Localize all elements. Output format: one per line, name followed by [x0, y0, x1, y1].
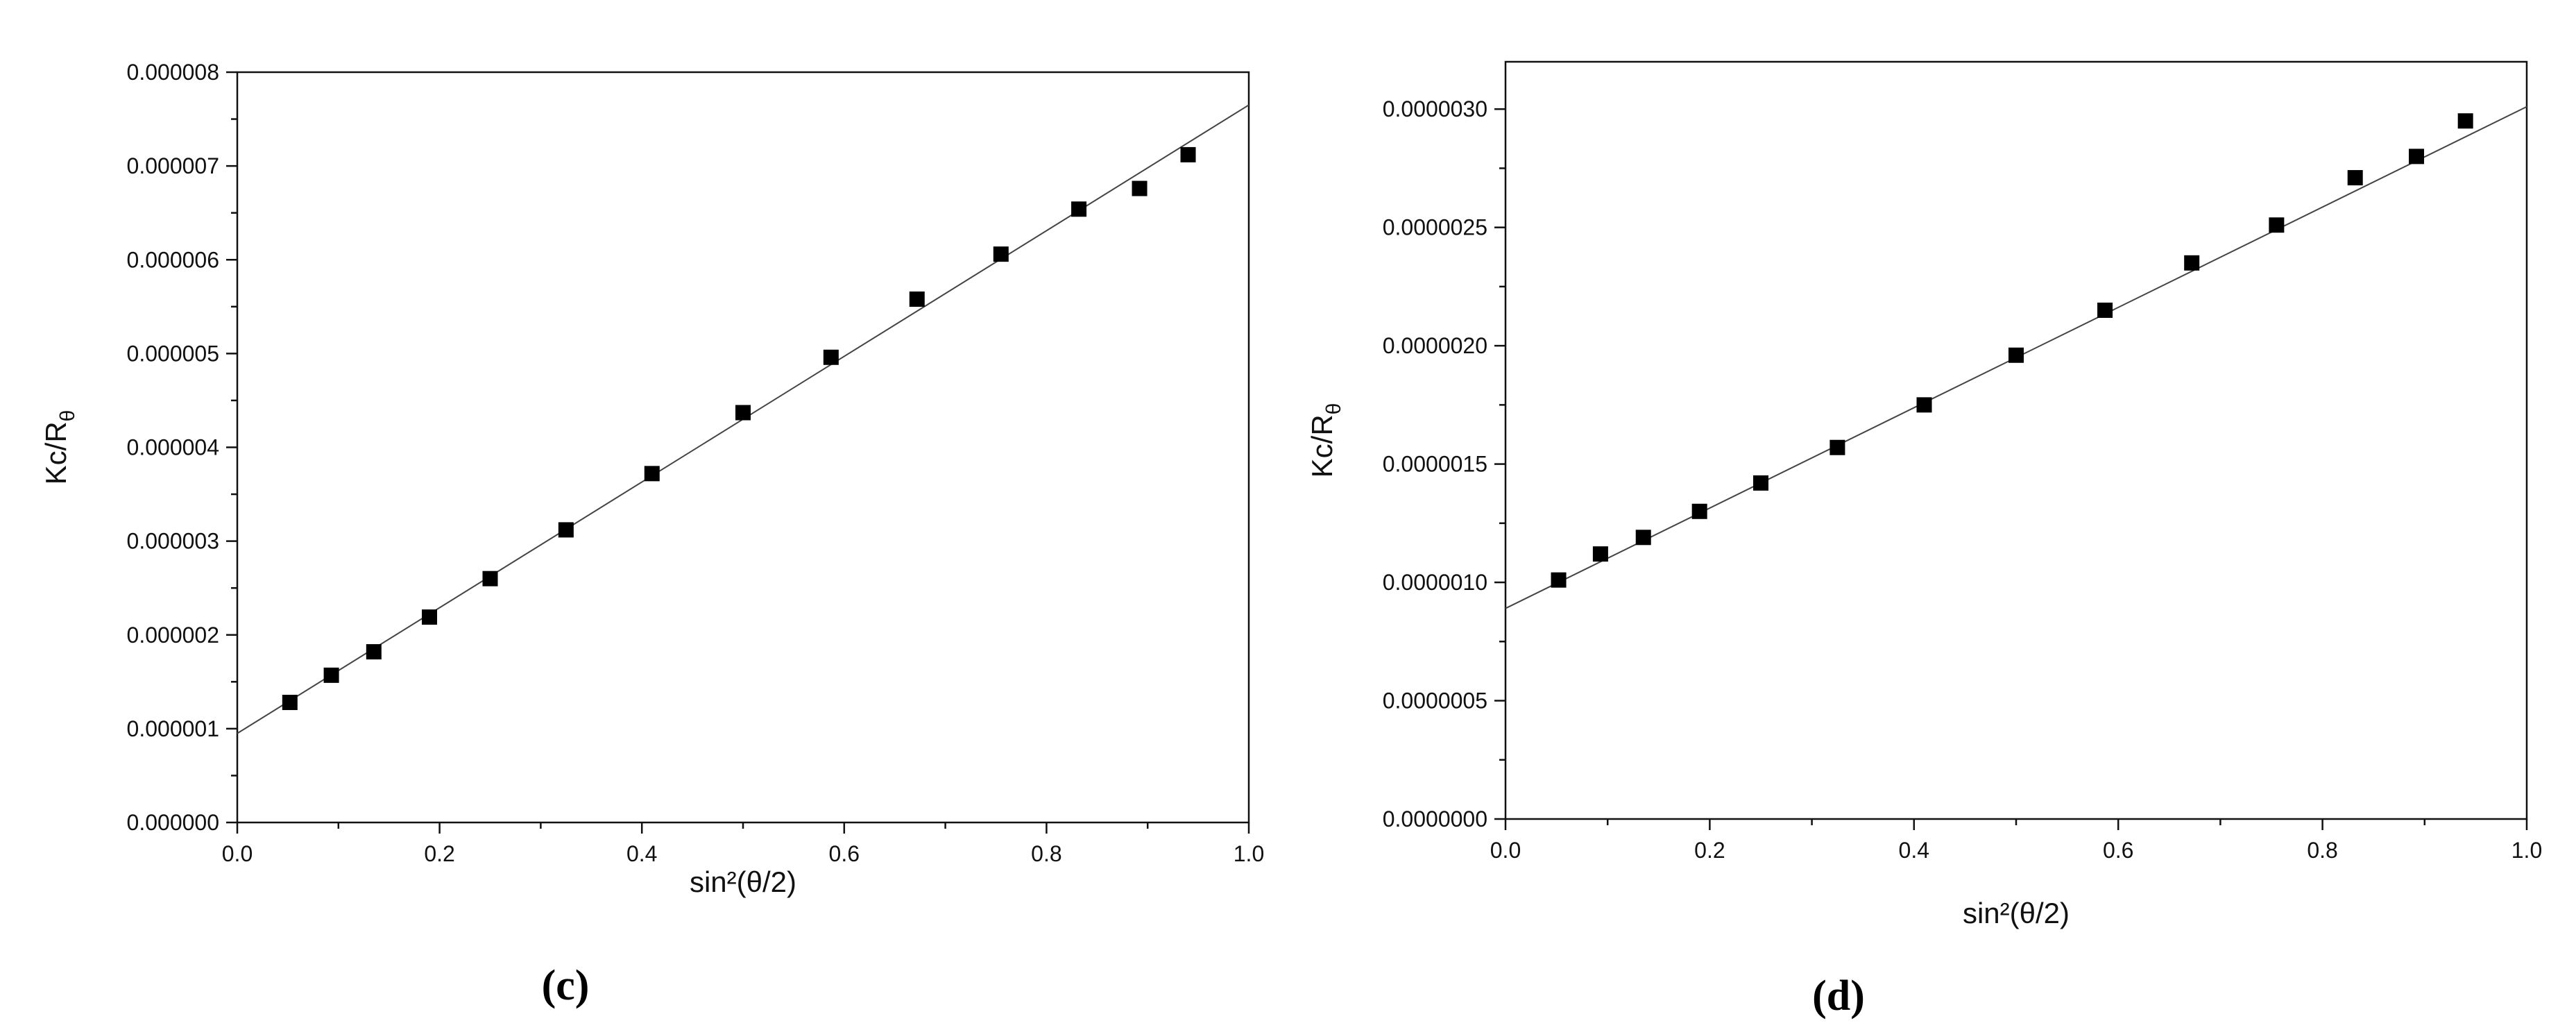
- data-point: [993, 246, 1009, 262]
- y-tick-label: 0.0000000: [1383, 807, 1487, 831]
- plot-frame: [1504, 60, 2528, 820]
- data-point: [558, 522, 574, 538]
- x-tick-label: 0.8: [2307, 838, 2337, 863]
- x-tick-label: 1.0: [1234, 841, 1264, 866]
- x-axis-title: sin²(θ/2): [690, 866, 796, 898]
- x-tick-label: 0.0: [1490, 838, 1521, 863]
- data-point: [2008, 347, 2024, 363]
- x-tick-label: 0.6: [2103, 838, 2133, 863]
- y-tick-label: 0.000001: [127, 716, 219, 741]
- plot-frame: [236, 71, 1250, 824]
- data-point: [323, 667, 339, 683]
- y-tick-label: 0.000008: [127, 60, 219, 85]
- x-tick-label: 0.2: [424, 841, 454, 866]
- x-tick-label: 0.4: [626, 841, 657, 866]
- data-point: [2269, 217, 2285, 233]
- data-point: [366, 644, 382, 660]
- x-tick-label: 1.0: [2511, 838, 2542, 863]
- chart-panel-0: 0.0 0.2 0.4 0.6 0.8 1.0 0.000000 0.000001 0.0000…: [40, 60, 1264, 1009]
- y-tick-label: 0.000003: [127, 529, 219, 554]
- x-tick-label: 0.2: [1694, 838, 1725, 863]
- y-tick-label: 0.000005: [127, 341, 219, 366]
- data-point: [282, 695, 298, 711]
- chart-panel-1: 0.0 0.2 0.4 0.6 0.8 1.0 0.0000000 0.0000005 0.00…: [1306, 60, 2542, 1020]
- y-tick-label: 0.0000020: [1383, 333, 1487, 358]
- data-point: [823, 349, 839, 365]
- y-tick-label: 0.000007: [127, 153, 219, 178]
- data-point: [482, 571, 498, 586]
- data-point: [1916, 397, 1932, 413]
- data-point: [1829, 439, 1845, 455]
- data-point: [909, 292, 925, 307]
- data-point: [1592, 546, 1608, 562]
- data-point: [2409, 149, 2425, 164]
- data-point: [1691, 503, 1707, 519]
- y-tick-label: 0.0000010: [1383, 570, 1487, 595]
- y-tick-label: 0.000002: [127, 623, 219, 648]
- data-point: [1180, 146, 1196, 162]
- y-axis-title-main: Kc/R: [1306, 414, 1338, 478]
- y-tick-label: 0.0000030: [1383, 96, 1487, 121]
- data-point: [2097, 302, 2113, 318]
- data-point: [2184, 255, 2200, 271]
- x-axis-title: sin²(θ/2): [1963, 897, 2070, 929]
- y-tick-label: 0.000000: [127, 810, 219, 835]
- x-tick-label: 0.6: [829, 841, 860, 866]
- x-tick-label: 0.8: [1031, 841, 1061, 866]
- y-axis-title-main: Kc/R: [40, 421, 72, 484]
- y-axis-title-subscript: θ: [1322, 403, 1345, 415]
- y-axis-title: Kc/Rθ: [40, 410, 79, 485]
- data-point: [1551, 572, 1567, 588]
- y-tick-label: 0.0000005: [1383, 689, 1487, 714]
- y-tick-label: 0.000004: [127, 435, 219, 460]
- data-point: [735, 405, 751, 421]
- y-axis-title-subscript: θ: [56, 410, 79, 422]
- panel-label: (d): [1812, 972, 1865, 1020]
- y-tick-label: 0.0000025: [1383, 215, 1487, 240]
- data-point: [2347, 170, 2363, 186]
- data-point: [1071, 201, 1087, 217]
- y-tick-label: 0.000006: [127, 247, 219, 272]
- x-tick-label: 0.0: [222, 841, 253, 866]
- data-point: [1132, 180, 1148, 196]
- y-axis-title: Kc/Rθ: [1306, 403, 1345, 478]
- data-point: [1635, 530, 1651, 546]
- data-point: [1753, 475, 1768, 491]
- data-point: [422, 609, 438, 625]
- data-point: [2457, 113, 2473, 129]
- y-tick-label: 0.0000015: [1383, 452, 1487, 477]
- x-tick-label: 0.4: [1899, 838, 1929, 863]
- panel-label: (c): [542, 962, 590, 1009]
- data-point: [644, 466, 660, 482]
